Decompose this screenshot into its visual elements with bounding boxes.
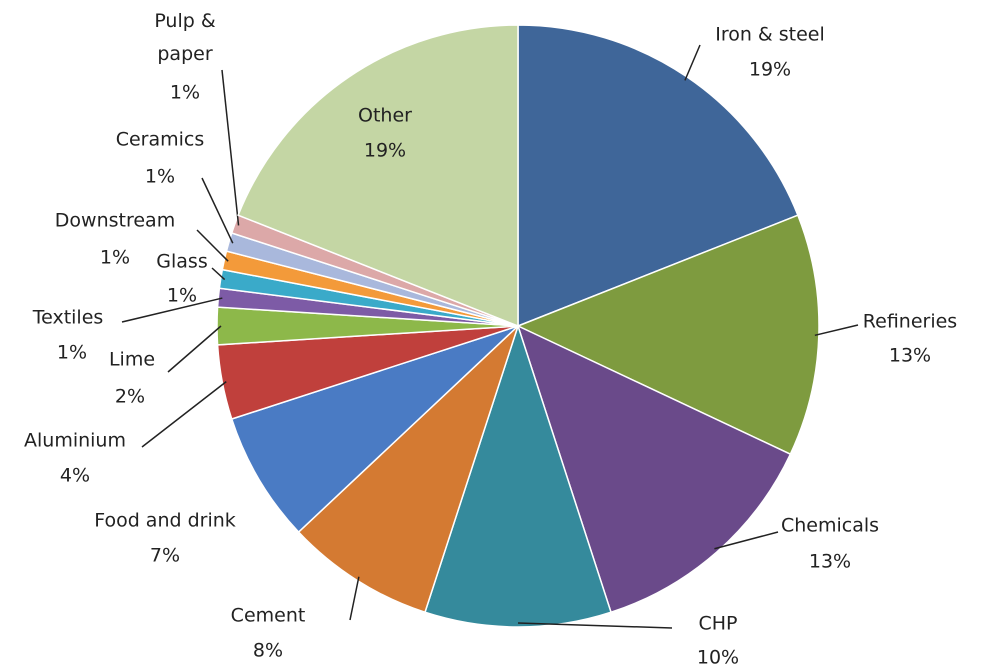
slice-label: Lime <box>108 348 156 371</box>
slice-label: Pulp & paper <box>154 10 216 65</box>
slice-label: Food and drink <box>94 509 236 532</box>
value-label: 1% <box>144 165 176 188</box>
pie-slice <box>230 325 519 534</box>
slice-label: Glass <box>156 250 208 273</box>
slice-label: Cement <box>230 604 306 627</box>
leader-line <box>211 267 226 281</box>
slice-label: Downstream <box>54 209 176 232</box>
slice-label: Textiles <box>32 306 104 329</box>
leader-line <box>167 325 222 373</box>
leader-line <box>814 324 859 337</box>
leader-line <box>201 177 234 244</box>
value-label: 1% <box>99 246 131 269</box>
leader-line <box>714 531 779 550</box>
slice-label: Ceramics <box>115 128 205 151</box>
leader-line <box>221 69 240 226</box>
leader-line <box>196 229 229 262</box>
slice-label: Other <box>358 104 412 127</box>
slice-label: Refineries <box>862 310 958 333</box>
slice-label: Chemicals <box>780 514 880 537</box>
leader-line <box>141 381 227 448</box>
value-label: 19% <box>748 58 792 81</box>
slice-label: Iron & steel <box>715 23 825 46</box>
pie-slice <box>424 323 612 628</box>
value-label: 2% <box>114 385 146 408</box>
value-label: 7% <box>149 544 181 567</box>
value-label: 1% <box>166 284 198 307</box>
slice-label: CHP <box>698 612 738 635</box>
leader-line <box>349 576 360 621</box>
value-label: 1% <box>169 81 201 104</box>
value-label: 10% <box>696 646 740 669</box>
value-label: 4% <box>59 464 91 487</box>
pie-slice <box>516 214 820 456</box>
slice-label: Aluminium <box>24 429 126 452</box>
pie-slice <box>517 24 799 328</box>
pie-slice <box>516 324 792 614</box>
value-label: 13% <box>888 344 932 367</box>
pie-slice <box>297 325 519 614</box>
leader-line <box>517 622 673 629</box>
value-label: 8% <box>252 639 284 662</box>
pie-slice <box>237 24 519 328</box>
value-label: 1% <box>56 341 88 364</box>
leader-line <box>684 44 701 81</box>
value-label: 13% <box>808 550 852 573</box>
value-label: 19% <box>363 139 407 162</box>
leader-line <box>121 297 223 323</box>
